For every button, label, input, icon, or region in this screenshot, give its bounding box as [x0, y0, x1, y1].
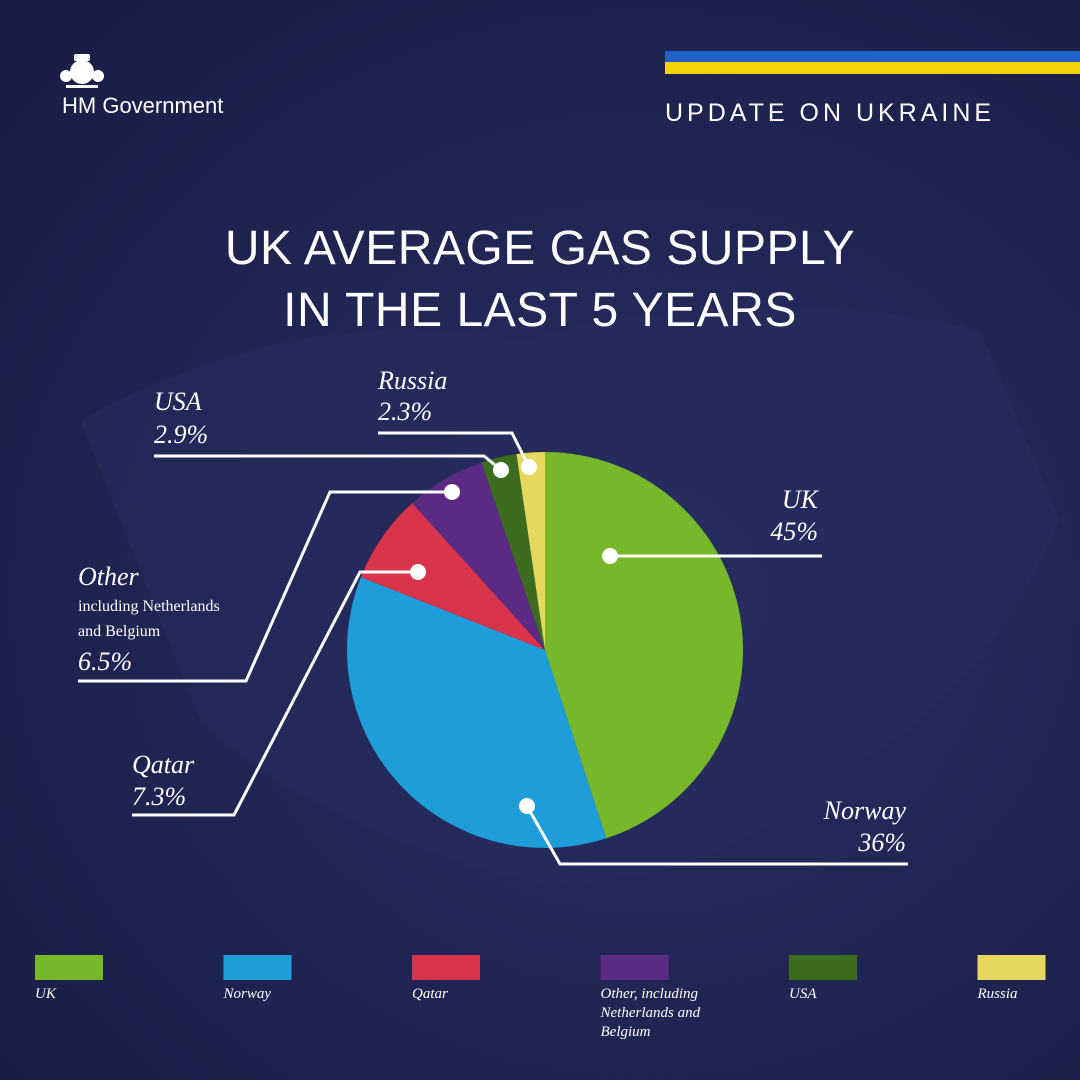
callout-dot	[444, 484, 460, 500]
pie-slice	[360, 503, 545, 650]
flag-blue	[665, 51, 1080, 62]
pie-slice	[516, 452, 545, 650]
callout-dot	[493, 462, 509, 478]
slice-label: UK	[782, 485, 820, 514]
pie-slice	[545, 452, 743, 839]
annotation: including Netherlands and Belgium	[78, 598, 220, 640]
value-label: 6.5%	[78, 647, 132, 676]
legend-swatch	[600, 955, 669, 980]
pie-slice	[481, 454, 545, 650]
value-label: 45%	[770, 517, 818, 546]
callout-dot	[519, 798, 535, 814]
callout-line	[378, 431, 531, 468]
legend-swatch	[223, 955, 292, 980]
logo-text: HM Government	[62, 93, 223, 118]
pie-slice	[412, 462, 545, 650]
callout-line	[525, 805, 908, 866]
value-label: 2.9%	[154, 420, 208, 449]
legend-label: Qatar	[412, 986, 448, 1002]
legend-label: Other, including Netherlands and Belgium	[600, 986, 701, 1040]
legend-label: Russia	[977, 986, 1018, 1002]
legend-swatch	[977, 955, 1046, 980]
callout-line	[78, 490, 452, 683]
callout-dot	[602, 548, 618, 564]
banner: UPDATE ON UKRAINE	[665, 99, 995, 127]
slice-label: Russia	[377, 366, 447, 395]
legend-label: USA	[789, 986, 817, 1002]
flag-yellow	[665, 62, 1080, 74]
pie-slice	[347, 577, 607, 849]
annotation-line: and Belgium	[78, 623, 161, 640]
value-label: 36%	[857, 828, 906, 857]
annotation-line: including Netherlands	[78, 598, 220, 615]
value-label: 7.3%	[132, 782, 186, 811]
legend-label: Norway	[223, 986, 272, 1002]
callout-dot	[521, 459, 537, 475]
slice-label: Qatar	[132, 750, 195, 779]
legend-swatch	[35, 955, 103, 980]
callout-line	[132, 570, 418, 817]
chart-title: UK AVERAGE GAS SUPPLY IN THE LAST 5 YEAR…	[224, 222, 856, 337]
slice-label: Other	[78, 562, 140, 591]
value-label: 2.3%	[378, 397, 432, 426]
legend-swatch	[789, 955, 857, 980]
callout-dot	[410, 564, 426, 580]
legend-swatch	[412, 955, 480, 980]
slice-label: USA	[154, 387, 202, 416]
slice-label: Norway	[823, 796, 907, 825]
crest	[60, 54, 104, 88]
legend-label: UK	[35, 986, 56, 1002]
